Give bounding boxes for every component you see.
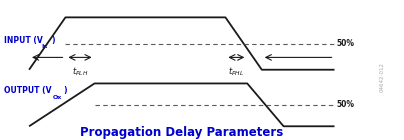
Text: 50%: 50% (337, 100, 354, 109)
Text: Propagation Delay Parameters: Propagation Delay Parameters (80, 126, 284, 139)
Text: OUTPUT (V: OUTPUT (V (4, 87, 51, 95)
Text: $t_{PLH}$: $t_{PLH}$ (72, 65, 88, 78)
Text: 50%: 50% (337, 39, 354, 48)
Text: 04642-012: 04642-012 (379, 62, 384, 92)
Text: ): ) (51, 36, 55, 45)
Text: INPUT (V: INPUT (V (4, 36, 42, 45)
Text: $t_{PHL}$: $t_{PHL}$ (228, 65, 244, 78)
Text: Ix: Ix (42, 45, 48, 49)
Text: ): ) (64, 87, 67, 95)
Text: Ox: Ox (53, 95, 62, 100)
